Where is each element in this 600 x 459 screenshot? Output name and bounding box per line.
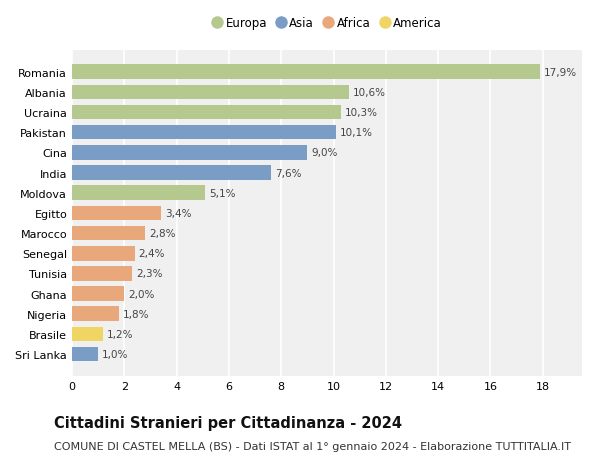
Text: 2,4%: 2,4% bbox=[139, 249, 165, 259]
Bar bbox=[72, 166, 271, 180]
Bar bbox=[72, 65, 540, 80]
Text: 7,6%: 7,6% bbox=[275, 168, 301, 178]
Text: 2,0%: 2,0% bbox=[128, 289, 155, 299]
Legend: Europa, Asia, Africa, America: Europa, Asia, Africa, America bbox=[212, 17, 442, 30]
Bar bbox=[72, 226, 145, 241]
Bar bbox=[72, 126, 336, 140]
Text: 1,0%: 1,0% bbox=[102, 349, 128, 359]
Bar bbox=[72, 327, 103, 341]
Bar bbox=[72, 347, 98, 362]
Text: 1,8%: 1,8% bbox=[123, 309, 149, 319]
Text: 10,6%: 10,6% bbox=[353, 88, 386, 98]
Bar bbox=[72, 206, 161, 221]
Text: 2,8%: 2,8% bbox=[149, 229, 176, 239]
Bar bbox=[72, 106, 341, 120]
Text: 2,3%: 2,3% bbox=[136, 269, 163, 279]
Text: COMUNE DI CASTEL MELLA (BS) - Dati ISTAT al 1° gennaio 2024 - Elaborazione TUTTI: COMUNE DI CASTEL MELLA (BS) - Dati ISTAT… bbox=[54, 441, 571, 451]
Text: 9,0%: 9,0% bbox=[311, 148, 338, 158]
Bar bbox=[72, 246, 135, 261]
Bar bbox=[72, 267, 132, 281]
Text: Cittadini Stranieri per Cittadinanza - 2024: Cittadini Stranieri per Cittadinanza - 2… bbox=[54, 415, 402, 431]
Bar bbox=[72, 287, 124, 301]
Bar bbox=[72, 85, 349, 100]
Text: 1,2%: 1,2% bbox=[107, 329, 134, 339]
Bar bbox=[72, 186, 205, 201]
Text: 3,4%: 3,4% bbox=[165, 208, 191, 218]
Text: 10,1%: 10,1% bbox=[340, 128, 373, 138]
Text: 5,1%: 5,1% bbox=[209, 188, 236, 198]
Text: 10,3%: 10,3% bbox=[346, 108, 379, 118]
Bar bbox=[72, 307, 119, 321]
Text: 17,9%: 17,9% bbox=[544, 67, 577, 78]
Bar bbox=[72, 146, 307, 160]
